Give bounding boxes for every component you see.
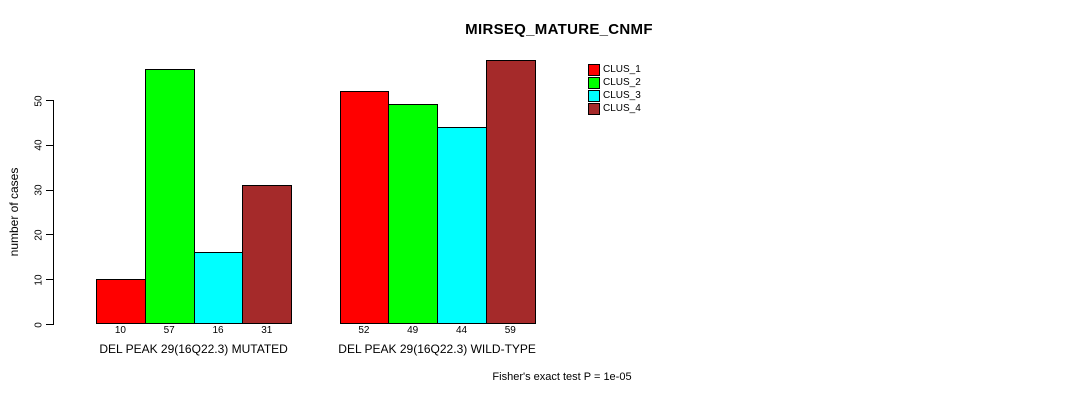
group-label: DEL PEAK 29(16Q22.3) MUTATED bbox=[99, 342, 288, 356]
legend-swatch-clus_4 bbox=[588, 103, 600, 116]
legend-label: CLUS_3 bbox=[603, 89, 641, 101]
bar-clus_3 bbox=[193, 252, 244, 324]
group-label: DEL PEAK 29(16Q22.3) WILD-TYPE bbox=[338, 342, 536, 356]
bar-value-label: 49 bbox=[407, 325, 419, 336]
bar-clus_4 bbox=[242, 185, 293, 324]
bar-value-label: 44 bbox=[455, 325, 468, 336]
bar-clus_1 bbox=[96, 279, 146, 324]
bar-clus_4 bbox=[485, 59, 536, 324]
y-tick bbox=[46, 144, 53, 146]
bar-value-label: 57 bbox=[163, 325, 175, 336]
legend-label: CLUS_1 bbox=[603, 63, 641, 75]
legend-swatch-clus_2 bbox=[588, 77, 600, 90]
legend-label: CLUS_2 bbox=[603, 76, 641, 88]
fisher-test-annotation: Fisher's exact test P = 1e-05 bbox=[492, 371, 632, 383]
legend-swatch-clus_3 bbox=[588, 90, 600, 103]
bar-clus_1 bbox=[339, 91, 390, 324]
chart-title: MIRSEQ_MATURE_CNMF bbox=[465, 21, 653, 38]
bar-value-label: 52 bbox=[358, 325, 370, 336]
legend-swatch-clus_1 bbox=[588, 64, 600, 76]
y-tick bbox=[46, 324, 53, 325]
bar-clus_2 bbox=[144, 68, 195, 324]
bar-value-label: 16 bbox=[212, 325, 224, 336]
y-tick bbox=[46, 279, 53, 281]
y-tick bbox=[46, 234, 53, 236]
bar-value-label: 59 bbox=[504, 325, 516, 336]
y-axis-line bbox=[53, 100, 54, 325]
bar-value-label: 10 bbox=[114, 325, 126, 336]
bar-value-label: 31 bbox=[261, 325, 273, 336]
legend-label: CLUS_4 bbox=[603, 102, 641, 114]
y-tick bbox=[46, 189, 53, 191]
y-tick bbox=[46, 100, 53, 101]
bar-clus_3 bbox=[437, 126, 487, 324]
